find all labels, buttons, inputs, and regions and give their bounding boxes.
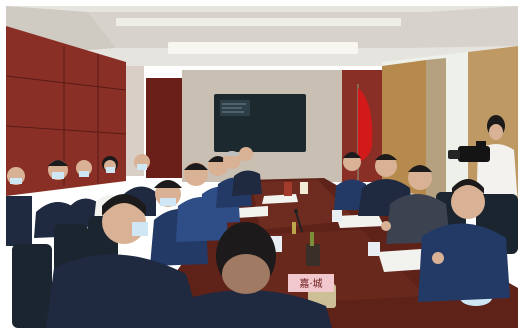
camera-icon: [448, 141, 490, 162]
drinks-tray: [306, 244, 320, 266]
meeting-room-photo: 嘉·城: [6, 6, 518, 328]
camera-operator: [448, 115, 518, 210]
foreground-center-person: [160, 222, 332, 328]
cup: [368, 242, 380, 256]
left-wood-wall: [6, 26, 182, 196]
cup: [332, 210, 342, 222]
meeting-room-scene: 嘉·城: [6, 6, 518, 328]
ceiling-light: [168, 42, 358, 54]
foreground-left-person: [46, 194, 202, 328]
name-card-text: 嘉·城: [299, 277, 322, 290]
right-attendees: [334, 152, 510, 302]
name-card: 嘉·城: [288, 274, 334, 292]
microphone-icon: [294, 209, 303, 233]
display-screen-icon: [214, 94, 306, 152]
